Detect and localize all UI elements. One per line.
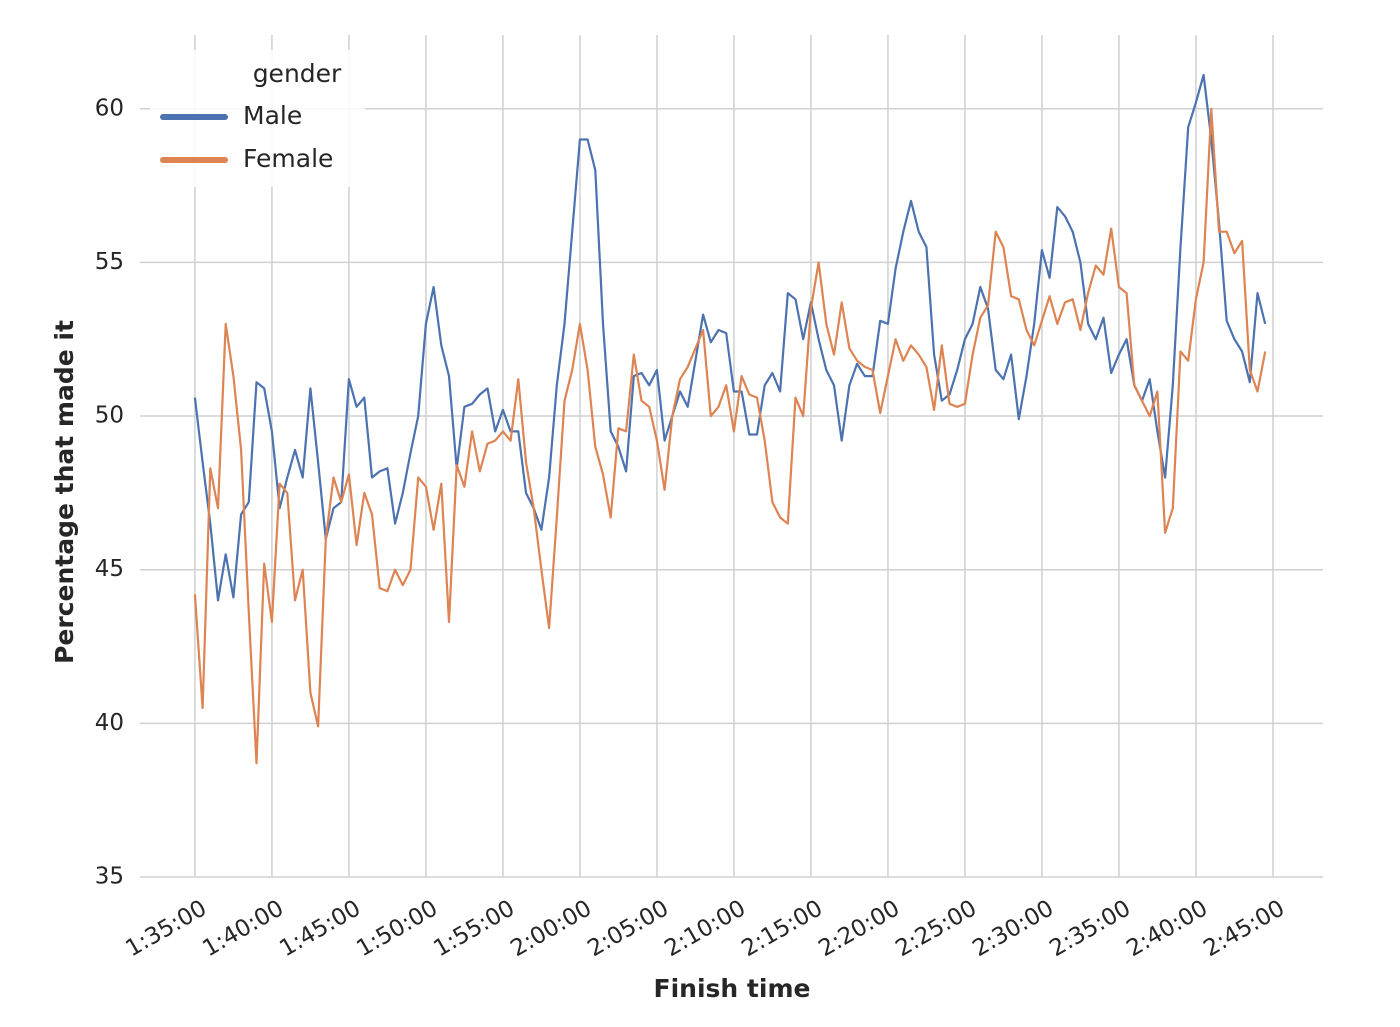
x-tick-label: 2:30:00 bbox=[968, 895, 1058, 962]
x-tick-label: 2:25:00 bbox=[891, 895, 981, 962]
legend-title: gender bbox=[253, 59, 342, 88]
y-tick-label: 40 bbox=[95, 710, 124, 736]
y-tick-label: 45 bbox=[95, 556, 124, 582]
legend-label: Male bbox=[243, 101, 302, 130]
y-axis-label: Percentage that made it bbox=[50, 320, 79, 664]
line-series bbox=[193, 73, 1267, 602]
x-tick-label: 2:40:00 bbox=[1122, 895, 1212, 962]
x-tick-label: 1:40:00 bbox=[198, 895, 288, 962]
x-tick-label: 1:35:00 bbox=[121, 895, 211, 962]
x-tick-label: 2:35:00 bbox=[1045, 895, 1135, 962]
x-tick-label: 2:05:00 bbox=[583, 895, 673, 962]
y-tick-label: 55 bbox=[95, 249, 124, 275]
x-tick-label: 2:45:00 bbox=[1199, 895, 1289, 962]
y-tick-label: 50 bbox=[95, 403, 124, 429]
x-tick-label: 2:00:00 bbox=[506, 895, 596, 962]
x-tick-label: 1:50:00 bbox=[352, 895, 442, 962]
line-series bbox=[193, 107, 1267, 765]
x-tick-label: 1:55:00 bbox=[429, 895, 519, 962]
x-tick-label: 2:15:00 bbox=[737, 895, 827, 962]
legend-label: Female bbox=[243, 144, 333, 173]
x-axis-label: Finish time bbox=[654, 974, 811, 1003]
x-tick-label: 2:20:00 bbox=[814, 895, 904, 962]
x-tick-label: 1:45:00 bbox=[275, 895, 365, 962]
y-tick-label: 60 bbox=[95, 95, 124, 121]
y-tick-label: 35 bbox=[95, 864, 124, 890]
x-tick-label: 2:10:00 bbox=[660, 895, 750, 962]
